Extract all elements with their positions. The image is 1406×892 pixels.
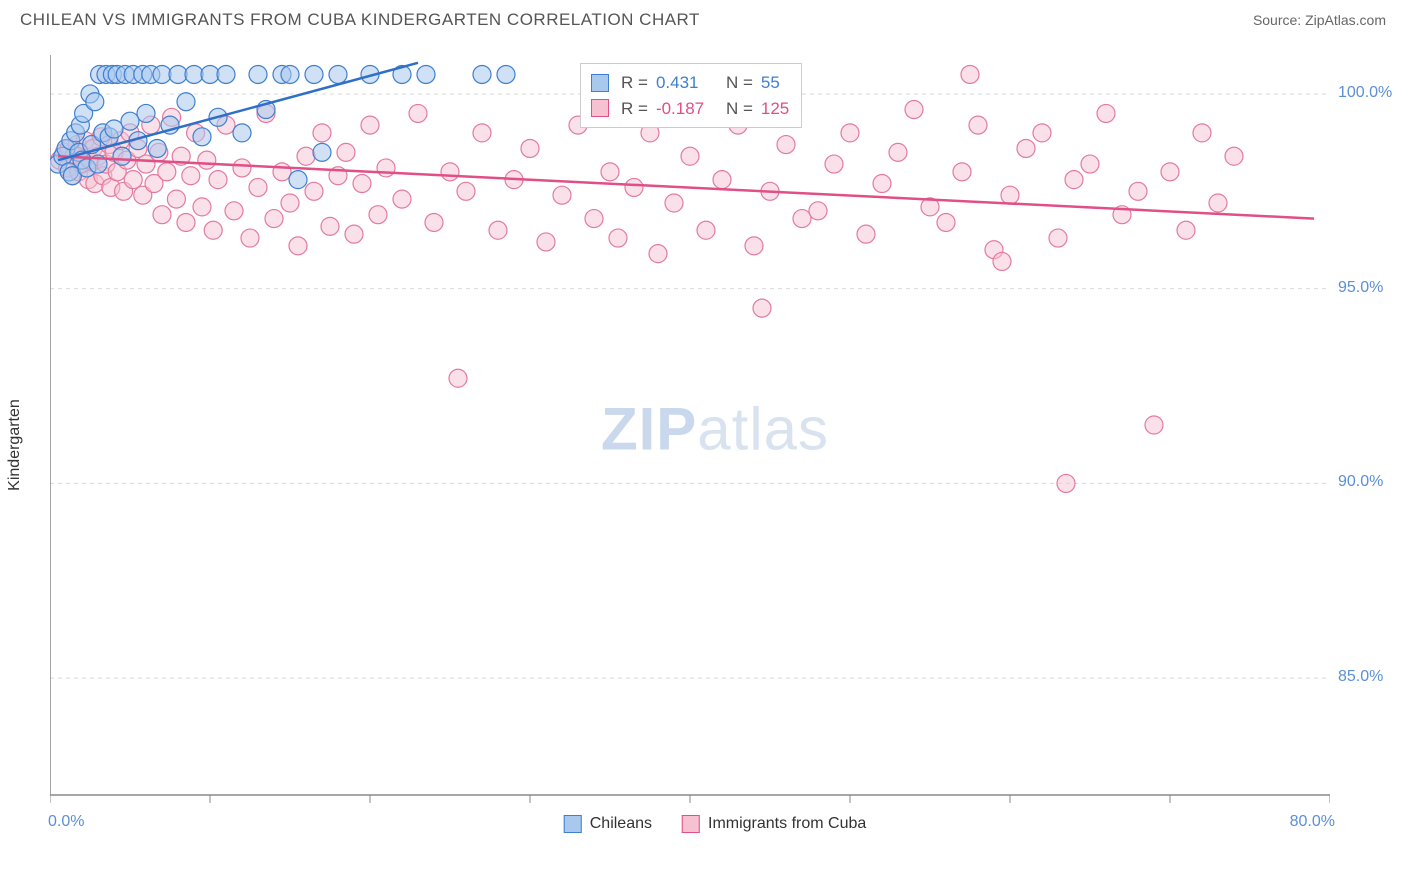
- chart-container: Kindergarten ZIPatlas R =0.431N =55R =-0…: [50, 55, 1380, 835]
- legend-swatch: [682, 815, 700, 833]
- y-tick-label: 90.0%: [1338, 473, 1383, 491]
- r-value: 0.431: [656, 70, 714, 96]
- n-label: N =: [726, 70, 753, 96]
- y-axis-label: Kindergarten: [6, 399, 24, 491]
- series-legend: Chileans Immigrants from Cuba: [564, 811, 867, 837]
- r-value: -0.187: [656, 96, 714, 122]
- y-tick-label: 100.0%: [1338, 84, 1392, 102]
- n-value: 125: [761, 96, 791, 122]
- chart-title: CHILEAN VS IMMIGRANTS FROM CUBA KINDERGA…: [20, 10, 700, 30]
- series-legend-label: Immigrants from Cuba: [708, 815, 866, 833]
- source-attribution: Source: ZipAtlas.com: [1253, 12, 1386, 28]
- correlation-legend-row: R = 0.431 N = 55: [591, 70, 791, 96]
- source-name: ZipAtlas.com: [1305, 12, 1386, 28]
- correlation-legend-row: R = -0.187 N = 125: [591, 96, 791, 122]
- series-legend-item: Immigrants from Cuba: [682, 815, 866, 833]
- source-label: Source:: [1253, 12, 1301, 28]
- y-tick-label: 85.0%: [1338, 668, 1383, 686]
- n-value: 55: [761, 70, 791, 96]
- legend-swatch: [591, 74, 609, 92]
- r-label: R =: [621, 96, 648, 122]
- n-label: N =: [726, 96, 753, 122]
- x-tick-label: 0.0%: [48, 813, 84, 831]
- scatter-plot: [50, 55, 1330, 825]
- series-legend-item: Chileans: [564, 815, 652, 833]
- legend-swatch: [591, 99, 609, 117]
- correlation-legend: R = 0.431 N = 55 R = -0.187 N = 125: [580, 63, 802, 128]
- r-label: R =: [621, 70, 648, 96]
- series-legend-label: Chileans: [590, 815, 652, 833]
- chart-header: CHILEAN VS IMMIGRANTS FROM CUBA KINDERGA…: [0, 0, 1406, 36]
- legend-swatch: [564, 815, 582, 833]
- x-tick-label: 80.0%: [1280, 813, 1335, 831]
- y-tick-label: 95.0%: [1338, 279, 1383, 297]
